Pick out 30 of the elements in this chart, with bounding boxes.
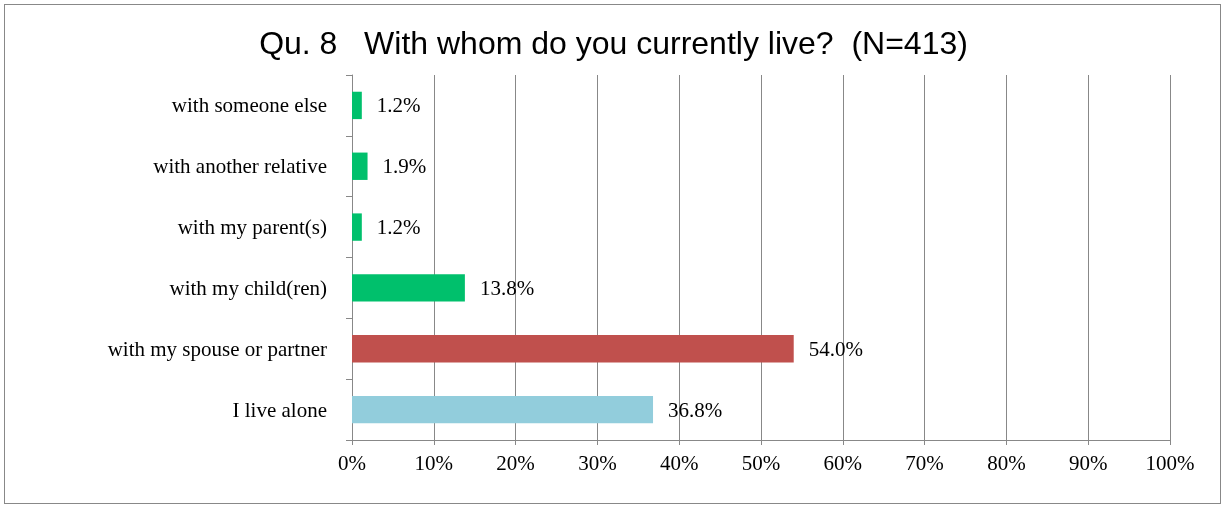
x-tick-label: 70% <box>905 450 944 475</box>
y-tick-label: I live alone <box>232 397 327 422</box>
x-tick-label: 60% <box>823 450 863 475</box>
y-tick-label: with another relative <box>153 154 327 179</box>
x-tick-label: 0% <box>338 450 366 475</box>
bar <box>352 395 654 424</box>
data-label: 1.2% <box>376 215 421 240</box>
bar <box>352 91 362 120</box>
x-tick-label: 40% <box>659 450 699 475</box>
data-label: 1.2% <box>376 93 421 118</box>
x-tick-label: 20% <box>496 450 535 475</box>
data-label: 54.0% <box>808 336 863 361</box>
y-tick-label: with someone else <box>171 93 327 118</box>
x-tick-label: 90% <box>1068 450 1108 475</box>
x-tick-label: 80% <box>987 450 1026 475</box>
y-tick-label: with my spouse or partner <box>107 336 327 361</box>
bar <box>352 213 362 241</box>
data-label: 36.8% <box>668 397 723 422</box>
bar <box>352 152 368 180</box>
bar <box>352 274 465 302</box>
data-label: 13.8% <box>479 275 535 300</box>
chart-title: Qu. 8 With whom do you currently live? (N=413) <box>259 25 968 61</box>
y-tick-label: with my parent(s) <box>177 215 328 240</box>
data-label: 1.9% <box>382 154 427 179</box>
x-tick-label: 50% <box>741 450 781 475</box>
y-tick-label: with my child(ren) <box>169 275 327 300</box>
x-tick-label: 30% <box>578 450 617 475</box>
bar <box>352 335 794 363</box>
x-tick-label: 10% <box>414 450 454 475</box>
x-tick-label: 100% <box>1145 450 1195 475</box>
